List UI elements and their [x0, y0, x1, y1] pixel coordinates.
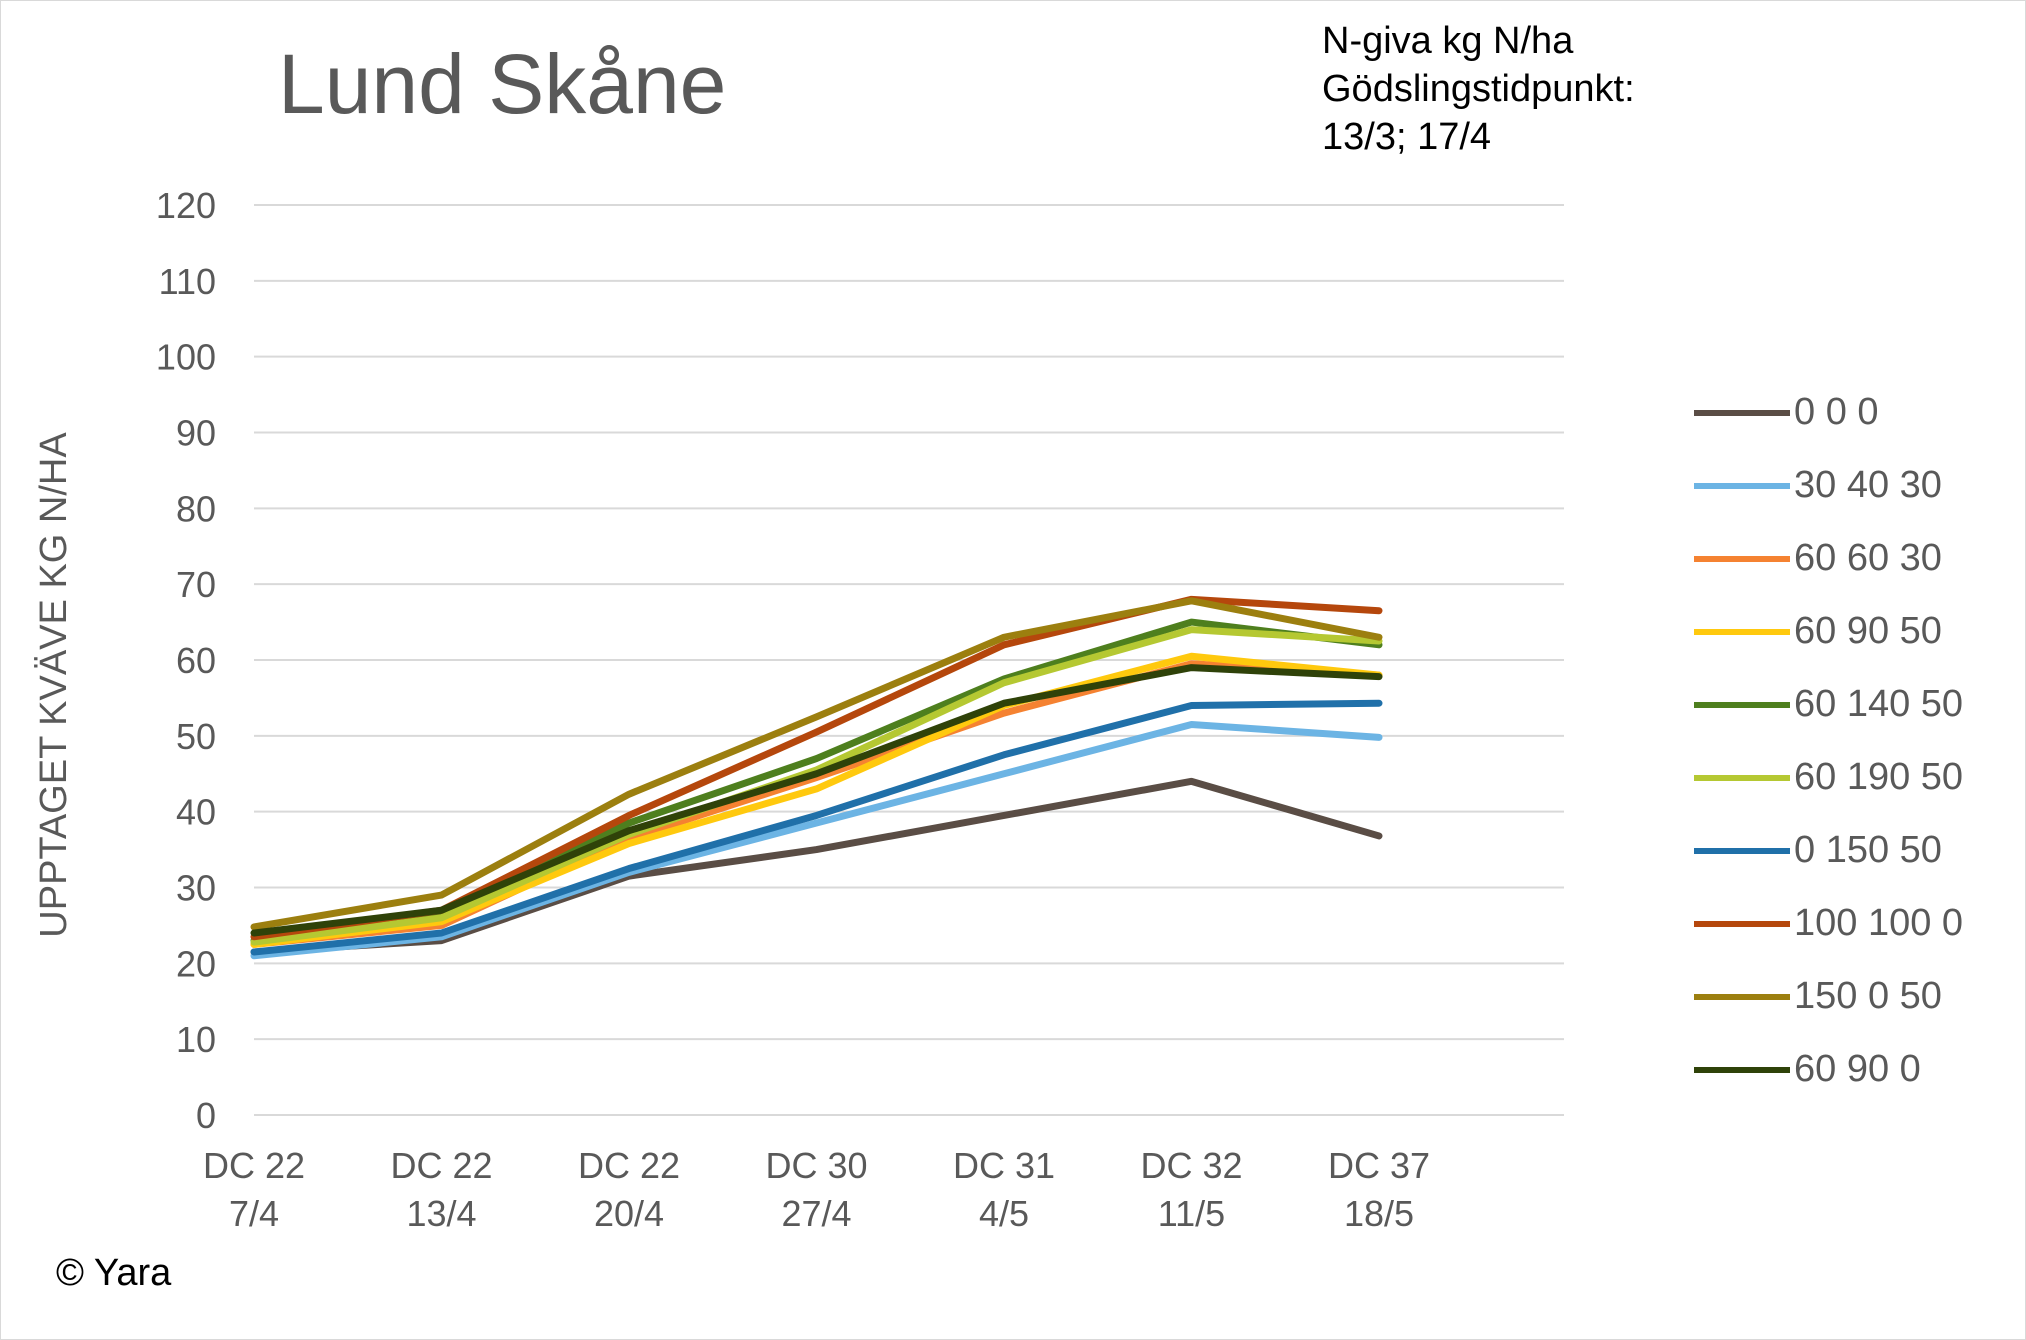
- legend-label: 30 40 30: [1794, 464, 1942, 506]
- chart-title: Lund Skåne: [278, 37, 727, 131]
- series-line-2: [250, 660, 1383, 948]
- series-line-9: [250, 664, 1383, 937]
- x-tick-label-date: 7/4: [229, 1193, 279, 1234]
- y-tick-label: 80: [176, 488, 216, 529]
- x-tick-label-stage: DC 31: [953, 1145, 1055, 1186]
- series-line-3: [250, 652, 1383, 948]
- x-tick-label-stage: DC 22: [203, 1145, 305, 1186]
- note-line-2: Gödslingstidpunkt:: [1322, 68, 1635, 110]
- x-tick-label-date: 27/4: [781, 1193, 851, 1234]
- legend-swatch: [1694, 483, 1790, 489]
- series-line-0: [250, 777, 1383, 956]
- legend-swatch: [1694, 921, 1790, 927]
- y-tick-label: 10: [176, 1019, 216, 1060]
- x-tick-label-date: 4/5: [979, 1193, 1029, 1234]
- series-line-5: [250, 626, 1383, 946]
- note-line-3: 13/3; 17/4: [1322, 116, 1492, 158]
- legend-label: 0 0 0: [1794, 391, 1879, 433]
- x-tick-label-date: 20/4: [594, 1193, 664, 1234]
- y-tick-label: 0: [196, 1095, 216, 1136]
- y-axis-label: UPPTAGET KVÄVE KG N/HA: [33, 432, 75, 938]
- legend-label: 150 0 50: [1794, 975, 1942, 1017]
- legend-swatch: [1694, 994, 1790, 1000]
- y-tick-label: 50: [176, 716, 216, 757]
- x-tick-label-stage: DC 30: [765, 1145, 867, 1186]
- y-tick-label: 110: [159, 261, 216, 302]
- legend-swatch: [1694, 848, 1790, 854]
- legend-swatch: [1694, 702, 1790, 708]
- legend-swatch: [1694, 556, 1790, 562]
- legend-swatch: [1694, 775, 1790, 781]
- series-line-8: [250, 597, 1383, 931]
- series-line-6: [250, 699, 1383, 956]
- x-tick-label-stage: DC 22: [390, 1145, 492, 1186]
- legend-label: 0 150 50: [1794, 829, 1942, 871]
- legend-label: 60 90 0: [1794, 1048, 1921, 1090]
- series-line-1: [250, 720, 1383, 960]
- x-tick-label-date: 13/4: [406, 1193, 476, 1234]
- legend-swatch: [1694, 629, 1790, 635]
- y-tick-label: 20: [176, 943, 216, 984]
- y-tick-label: 90: [176, 413, 216, 454]
- axes: 0 10 20 30 40 50 60 70 80 90 100 110 120 DC 22 7/4 DC 2…: [156, 185, 1430, 1234]
- y-tick-label: 120: [156, 185, 216, 226]
- legend-label: 60 140 50: [1794, 683, 1964, 725]
- legend-swatch: [1694, 1067, 1790, 1073]
- legend-swatch: [1694, 410, 1790, 416]
- legend-label: 60 190 50: [1794, 756, 1964, 798]
- copyright-text: © Yara: [56, 1252, 172, 1294]
- y-tick-label: 100: [156, 337, 216, 378]
- note-line-1: N-giva kg N/ha: [1322, 20, 1574, 62]
- x-tick-label-stage: DC 37: [1328, 1145, 1430, 1186]
- x-tick-label-date: 18/5: [1344, 1193, 1414, 1234]
- gridlines: [254, 204, 1564, 1116]
- legend-label: 60 90 50: [1794, 610, 1942, 652]
- y-tick-label: 60: [176, 640, 216, 681]
- legend-label: 100 100 0: [1794, 902, 1964, 944]
- x-tick-label-stage: DC 32: [1140, 1145, 1242, 1186]
- y-tick-label: 70: [176, 564, 216, 605]
- y-tick-label: 40: [176, 792, 216, 833]
- x-tick-label-stage: DC 22: [578, 1145, 680, 1186]
- y-tick-label: 30: [176, 868, 216, 909]
- legend-label: 60 60 30: [1794, 537, 1942, 579]
- x-tick-label-date: 11/5: [1158, 1193, 1225, 1234]
- series-lines: [250, 595, 1383, 960]
